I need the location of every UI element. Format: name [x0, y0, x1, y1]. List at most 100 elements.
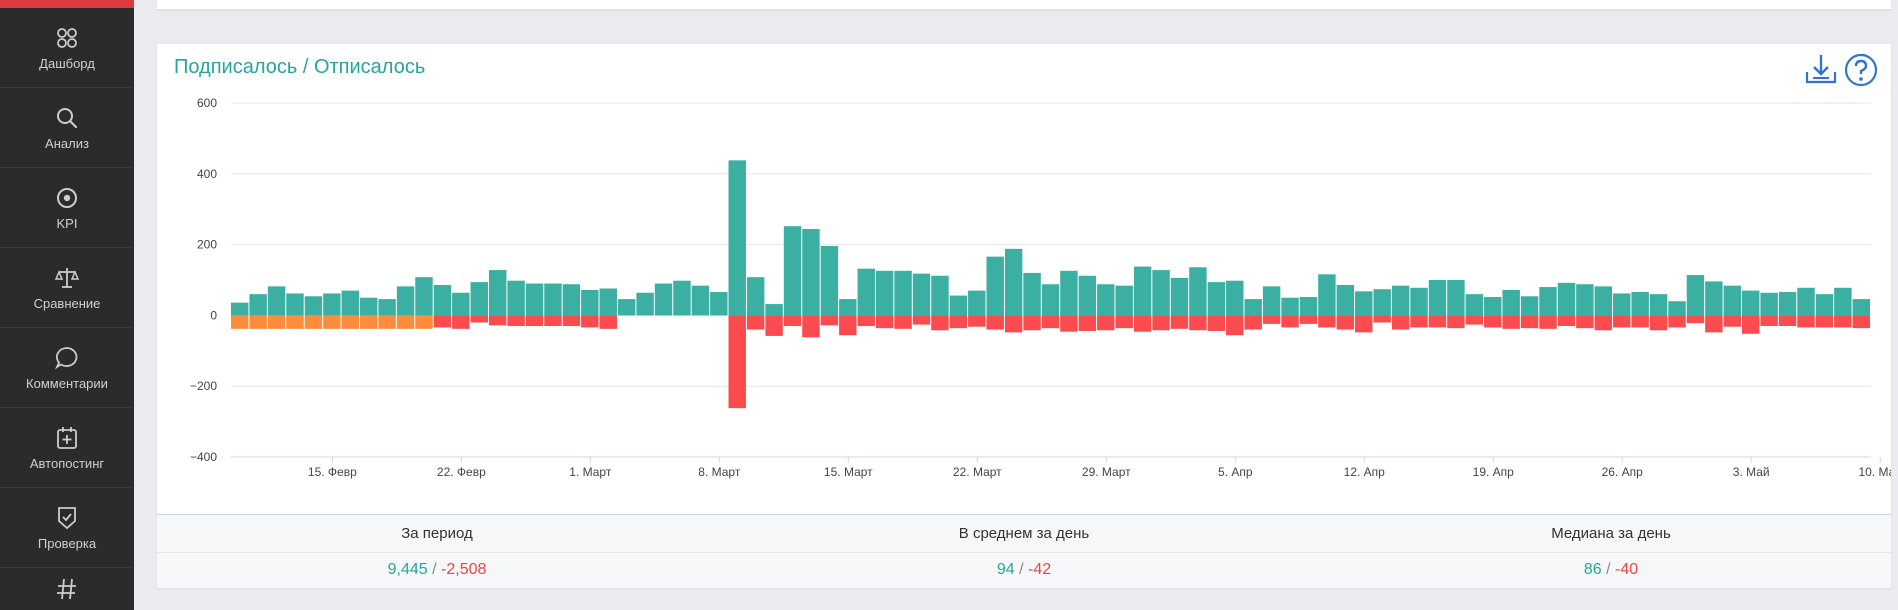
subscribed-bar — [931, 275, 949, 316]
sidebar-item-comments[interactable]: Комментарии — [0, 328, 134, 408]
unsubscribed-bar — [1133, 315, 1152, 332]
subscribed-bar — [323, 293, 341, 316]
unsubscribed-bar — [1520, 315, 1539, 329]
unsubscribed-bar — [1152, 315, 1170, 331]
unsubscribed-bar — [1391, 315, 1410, 330]
x-tick-label: 10. Май — [1858, 465, 1891, 479]
sidebar-item-label: Автопостинг — [29, 455, 105, 471]
subscribed-bar — [1705, 281, 1723, 316]
sidebar-item-kpi[interactable]: KPI — [0, 168, 134, 248]
sidebar-item-compare[interactable]: Сравнение — [0, 248, 134, 328]
x-tick-label: 19. Апр — [1473, 465, 1515, 479]
stat-separator: / — [432, 561, 437, 578]
sidebar-accent-bar — [0, 0, 134, 8]
subscribed-bar — [525, 283, 544, 316]
unsubscribed-bar — [1613, 315, 1631, 328]
subscribed-bar — [581, 289, 599, 316]
unsubscribed-bar — [1594, 315, 1613, 331]
unsubscribed-bar — [341, 315, 359, 329]
subscribed-bar — [1815, 294, 1834, 316]
sidebar: Дашборд Анализ KPI Сравнение Комментарии — [0, 0, 134, 610]
unsubscribed-bar — [1539, 315, 1557, 329]
unsubscribed-bar — [433, 315, 452, 328]
unsubscribed-bar — [820, 315, 839, 326]
scales-icon — [54, 267, 80, 288]
sidebar-item-label: Сравнение — [33, 295, 101, 311]
help-icon[interactable] — [1843, 52, 1879, 88]
subscribed-bar — [433, 284, 452, 316]
subscribed-bar — [1686, 275, 1705, 316]
unsubscribed-bar — [1244, 315, 1262, 330]
download-icon[interactable] — [1803, 52, 1839, 88]
unsubscribed-bar — [949, 315, 968, 329]
unsubscribed-bar — [1170, 315, 1189, 329]
stat-median-value: 86 / -40 — [1331, 561, 1891, 579]
sidebar-item-label: Анализ — [45, 135, 89, 151]
subscribed-bar — [1244, 299, 1262, 316]
x-tick-label: 22. Февр — [437, 465, 486, 479]
previous-panel — [157, 0, 1891, 9]
x-tick-label: 26. Апр — [1602, 465, 1644, 479]
x-tick-label: 8. Март — [698, 465, 741, 479]
subscribed-bar — [857, 268, 875, 316]
unsubscribed-bar — [1281, 315, 1299, 328]
subscribed-bar — [1133, 266, 1152, 316]
y-tick-label: 400 — [197, 167, 217, 181]
sidebar-item-label: Дашборд — [39, 55, 95, 71]
subscribed-bar — [710, 292, 728, 316]
unsubscribed-bar — [1097, 315, 1115, 331]
subscribed-bar — [1281, 297, 1299, 316]
sidebar-item-autoposting[interactable]: Автопостинг — [0, 408, 134, 488]
subscribed-bar — [1336, 284, 1355, 316]
subscribed-bar — [728, 160, 746, 316]
stat-average-label: В среднем за день — [958, 525, 1090, 542]
unsubscribed-bar — [894, 315, 912, 329]
comment-icon — [54, 346, 78, 369]
subscribed-bar — [894, 270, 912, 316]
subscribed-bar — [820, 246, 839, 316]
unsubscribed-bar — [931, 315, 949, 331]
subscribed-bar — [636, 292, 654, 316]
sidebar-item-dashboard[interactable]: Дашборд — [0, 8, 134, 88]
unsubscribed-bar — [304, 315, 323, 329]
unsubscribed-bar — [1428, 315, 1447, 328]
subscriptions-chart: −400 −200 0 200 400 600 15. Февр 22. Февр 1. Мар… — [190, 96, 1891, 479]
subscribed-bar — [1594, 286, 1613, 316]
unsubscribed-bar — [525, 315, 544, 327]
unsubscribed-bar — [396, 315, 415, 329]
unsubscribed-bar — [544, 315, 562, 327]
subscribed-bar — [1023, 272, 1041, 316]
sidebar-item-analysis[interactable]: Анализ — [0, 88, 134, 168]
subscribed-bar — [1649, 294, 1668, 316]
stat-median-subscribed: 86 — [1583, 561, 1602, 578]
unsubscribed-bar — [267, 315, 286, 329]
subscribed-bar — [1226, 280, 1244, 316]
unsubscribed-bar — [1207, 315, 1226, 331]
unsubscribed-bar — [415, 315, 433, 329]
unsubscribed-bar — [1060, 315, 1078, 332]
sidebar-item-hashtags[interactable] — [0, 568, 134, 610]
sidebar-item-check[interactable]: Проверка — [0, 488, 134, 568]
subscribed-bar — [1852, 299, 1870, 316]
subscribed-bar — [1778, 292, 1797, 316]
target-icon — [57, 187, 77, 208]
unsubscribed-bar — [1041, 315, 1060, 329]
subscribed-bar — [488, 270, 507, 316]
subscribed-bar — [1060, 270, 1078, 316]
subscribed-bar — [1760, 292, 1778, 316]
subscribed-bar — [691, 285, 710, 316]
subscribed-bar — [746, 277, 765, 316]
subscribed-bar — [949, 295, 968, 316]
unsubscribed-bar — [1576, 315, 1594, 329]
calendar-plus-icon — [57, 426, 77, 449]
unsubscribed-bar — [507, 315, 525, 327]
unsubscribed-bar — [1834, 315, 1852, 328]
subscribed-bar — [875, 270, 894, 316]
unsubscribed-bar — [839, 315, 857, 336]
unsubscribed-bar — [1852, 315, 1870, 329]
unsubscribed-bar — [378, 315, 396, 329]
subscribed-bar — [1465, 294, 1484, 316]
y-tick-label: −200 — [190, 379, 217, 393]
subscribed-bar — [1631, 292, 1649, 316]
subscribed-bar — [286, 293, 304, 316]
